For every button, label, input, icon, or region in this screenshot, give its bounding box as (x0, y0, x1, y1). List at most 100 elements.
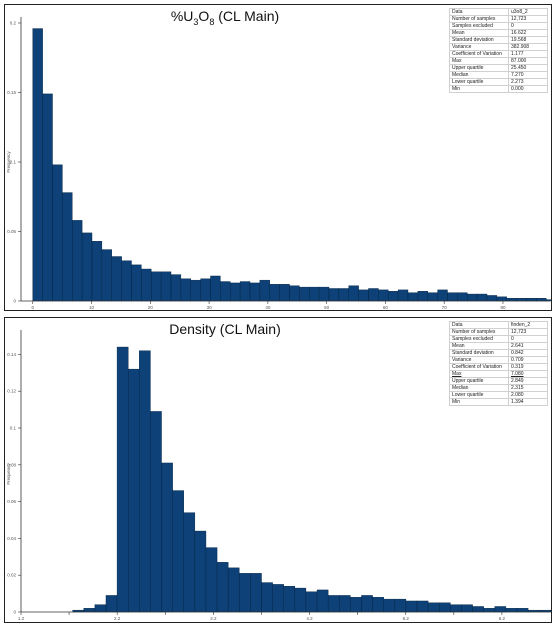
histogram-bar (161, 462, 173, 613)
stat-label: Median (449, 71, 509, 79)
histogram-bar (339, 595, 351, 613)
histogram-bar (505, 608, 518, 613)
histogram-bar (216, 562, 229, 613)
histogram-bar (141, 268, 152, 302)
histogram-bar (131, 264, 142, 302)
stat-row: Variance 382.908 (449, 43, 548, 51)
stat-value: 7.080 (508, 370, 548, 378)
stat-value: 7.270 (508, 71, 548, 79)
stat-row: Data finden_2 (449, 321, 548, 329)
stat-row: Lower quartile 2.080 (449, 391, 548, 399)
histogram-bar (494, 606, 507, 613)
histogram-u3o8-plot: 0 10 20 30 40 50 60 70 80 0 0.05 0.1 0.15 0.2 Frequenc… (6, 17, 551, 310)
stat-row: Coefficient of Variation 0.319 (449, 363, 548, 371)
histogram-bar (269, 284, 280, 302)
stat-row: Upper quartile 25.450 (449, 64, 548, 72)
stat-value: 2.315 (508, 384, 548, 392)
histogram-bar (348, 285, 359, 302)
stat-value: 87.000 (508, 57, 548, 65)
histogram-bar (316, 589, 329, 613)
histogram-bar (338, 288, 349, 302)
stat-row: Standard deviation 19.568 (449, 36, 548, 44)
statistics-table: Data u3o8_2 Number of samples 12,723 Samples… (449, 8, 548, 93)
histogram-bar (172, 490, 184, 613)
histogram-bar (483, 608, 495, 613)
histogram-bar (183, 512, 196, 613)
histogram-bar (309, 286, 320, 302)
stat-label: Coefficient of Variation (449, 50, 509, 58)
histogram-bar (526, 298, 537, 302)
stat-row: Max 87.000 (449, 57, 548, 65)
histogram-bar (116, 346, 129, 613)
histogram-bar (447, 292, 458, 302)
stat-value: 0.842 (508, 349, 548, 357)
stat-value: 1.177 (508, 50, 548, 58)
histogram-bar (299, 286, 310, 302)
stat-value: 0.319 (508, 363, 548, 371)
histogram-bar (91, 241, 103, 302)
stat-value: 1.394 (508, 398, 548, 406)
stat-label: Mean (449, 29, 509, 37)
histogram-bar (283, 586, 296, 613)
histogram-bar (239, 573, 251, 613)
histogram-bar (318, 286, 330, 302)
y-tick-label: 0.15 (7, 90, 16, 95)
stat-value: 25.450 (508, 64, 548, 72)
stat-row: Upper quartile 2.849 (449, 377, 548, 385)
histogram-bar (328, 288, 340, 302)
stat-value: 2.849 (508, 377, 548, 385)
y-tick-label: 0.04 (7, 536, 16, 541)
histogram-bar (450, 604, 462, 613)
y-tick-label: 0.06 (7, 499, 16, 504)
stat-row: Mean 16.622 (449, 29, 548, 37)
statistics-table: Data finden_2 Number of samples 12,723 Sampl… (449, 321, 548, 406)
histogram-bar (289, 285, 300, 302)
stat-label: Variance (449, 43, 509, 51)
histogram-bar (160, 271, 172, 302)
stat-value: 12,723 (508, 15, 548, 23)
y-tick-label: 0.12 (7, 389, 16, 394)
histogram-bar (105, 595, 118, 613)
histogram-bar (180, 278, 191, 302)
stat-value: 382.908 (508, 43, 548, 51)
stat-label: Upper quartile (449, 64, 509, 72)
histogram-bar (461, 604, 473, 613)
histogram-bar (83, 608, 96, 613)
x-tick-label: 40 (265, 305, 271, 310)
histogram-bar (506, 298, 517, 302)
stat-value: 2.273 (508, 78, 548, 86)
histogram-bar (417, 291, 428, 302)
stat-value: 0 (508, 22, 548, 30)
histogram-bar (546, 299, 551, 302)
histogram-bar (250, 573, 262, 613)
stat-label: Data (449, 321, 509, 329)
histogram-bar (405, 600, 418, 613)
stat-row: Samples excluded 0 (449, 335, 548, 343)
stat-row: Min 0.000 (449, 85, 548, 93)
stat-label: Median (449, 384, 509, 392)
histogram-bar (388, 291, 399, 302)
stat-row: Median 7.270 (449, 71, 548, 79)
x-tick-label: 20 (148, 305, 154, 310)
x-tick-label: 30 (207, 305, 213, 310)
histogram-bar (62, 192, 73, 302)
stat-value: 0 (508, 335, 548, 343)
stat-label: Coefficient of Variation (449, 363, 509, 371)
stat-row: Lower quartile 2.273 (449, 78, 548, 86)
histogram-bar (437, 289, 448, 302)
histogram-bar (427, 602, 440, 613)
y-tick-label: 0.1 (10, 160, 17, 165)
stat-label: Upper quartile (449, 377, 509, 385)
histogram-bar (378, 289, 389, 302)
stat-label: Min (449, 85, 509, 93)
histogram-bar (361, 595, 373, 613)
stat-value: u3o8_2 (508, 8, 548, 16)
stat-value: 16.622 (508, 29, 548, 37)
stat-label: Number of samples (449, 15, 509, 23)
stat-row: Data u3o8_2 (449, 8, 548, 16)
stat-label: Lower quartile (449, 78, 509, 86)
x-tick-label: 2.2 (114, 616, 121, 621)
x-tick-label: 60 (383, 305, 389, 310)
histogram-bar (457, 292, 468, 302)
stat-row: Samples excluded 0 (449, 22, 548, 30)
